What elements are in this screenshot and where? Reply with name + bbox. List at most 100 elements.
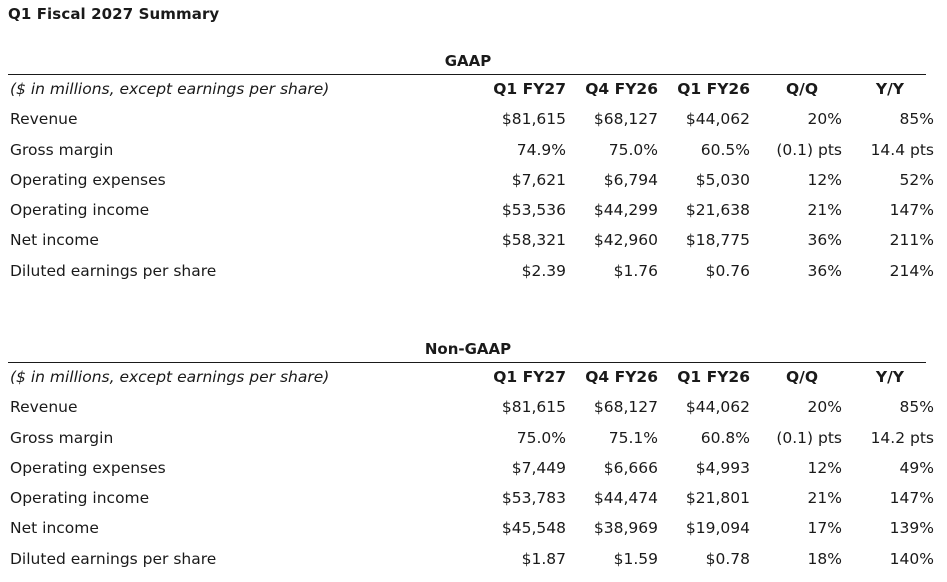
column-header-y-y: Y/Y [875,368,904,386]
units-note: ($ in millions, except earnings per shar… [10,80,330,98]
table-cell: $81,615 [501,398,566,417]
table-row-revenue: Revenue $81,615 $68,127 $44,062 20% 85% [8,393,934,423]
row-label: Diluted earnings per share [10,549,217,568]
row-label: Net income [10,231,99,250]
table-cell: $38,969 [593,519,658,538]
row-label: Net income [10,519,99,538]
table-cell: $68,127 [593,398,658,417]
table-cell: $53,783 [501,489,566,508]
table-cell: $0.76 [705,261,750,280]
table-cell: 75.0% [516,428,566,447]
table-cell: $2.39 [521,261,566,280]
row-label: Revenue [10,398,78,417]
table-row-gross-margin: Gross margin 74.9% 75.0% 60.5% (0.1) pts 14.4… [8,136,934,166]
non-gaap-section: Non-GAAP ($ in millions, except earnings … [8,340,934,575]
table-row-operating-income: Operating income $53,783 $44,474 $21,801 21%… [8,484,934,514]
table-cell: 60.8% [700,428,750,447]
column-header-q1-fy27: Q1 FY27 [493,80,566,98]
table-cell: (0.1) pts [776,428,842,447]
row-label: Gross margin [10,428,114,447]
table-cell: 52% [899,170,934,189]
table-row-operating-expenses: Operating expenses $7,449 $6,666 $4,993 12% 4… [8,454,934,484]
column-header-q4-fy26: Q4 FY26 [585,80,658,98]
table-cell: $7,449 [511,458,566,477]
table-cell: 147% [889,489,934,508]
row-label: Operating expenses [10,170,166,189]
row-label: Gross margin [10,140,114,159]
table-cell: $19,094 [685,519,750,538]
table-cell: $44,299 [593,201,658,220]
table-cell: 36% [807,261,842,280]
table-cell: 140% [889,549,934,568]
table-cell: 20% [807,398,842,417]
table-cell: 21% [807,201,842,220]
table-cell: 21% [807,489,842,508]
table-cell: 18% [807,549,842,568]
table-cell: $44,062 [685,110,750,129]
table-header-row: ($ in millions, except earnings per shar… [8,75,926,105]
table-cell: 17% [807,519,842,538]
table-cell: 85% [899,398,934,417]
table-cell: $18,775 [685,231,750,250]
table-cell: 139% [889,519,934,538]
table-row-gross-margin: Gross margin 75.0% 75.1% 60.8% (0.1) pts 14.2… [8,424,934,454]
row-label: Operating expenses [10,458,166,477]
table-cell: $68,127 [593,110,658,129]
table-cell: 36% [807,231,842,250]
table-header-row: ($ in millions, except earnings per shar… [8,363,926,393]
column-header-q1-fy26: Q1 FY26 [677,368,750,386]
row-label: Operating income [10,201,150,220]
table-row-diluted-earnings-per-share: Diluted earnings per share $1.87 $1.59 $0.7… [8,545,934,575]
column-header-q-q: Q/Q [785,368,818,386]
section-heading: Non-GAAP [8,340,926,363]
table-cell: 14.4 pts [870,140,934,159]
section-title: GAAP [444,52,492,70]
table-cell: 75.0% [608,140,658,159]
row-label: Operating income [10,489,150,508]
table-cell: $45,548 [501,519,566,538]
table-cell: $44,474 [593,489,658,508]
table-cell: $53,536 [501,201,566,220]
table-row-operating-income: Operating income $53,536 $44,299 $21,638 21%… [8,196,934,226]
section-title: Non-GAAP [424,340,512,358]
column-header-q-q: Q/Q [785,80,818,98]
table-cell: $58,321 [501,231,566,250]
gaap-section: GAAP ($ in millions, except earnings per … [8,52,934,287]
table-cell: $6,666 [603,458,658,477]
table-cell: $44,062 [685,398,750,417]
row-label: Revenue [10,110,78,129]
table-cell: 147% [889,201,934,220]
table-row-net-income: Net income $58,321 $42,960 $18,775 36% 211% [8,226,934,256]
page-title: Q1 Fiscal 2027 Summary [8,5,220,23]
table-cell: 14.2 pts [870,428,934,447]
table-cell: 211% [889,231,934,250]
table-cell: 75.1% [608,428,658,447]
table-cell: $21,638 [685,201,750,220]
table-cell: 85% [899,110,934,129]
table-cell: $42,960 [593,231,658,250]
table-cell: $4,993 [695,458,750,477]
row-label: Diluted earnings per share [10,261,217,280]
table-cell: 12% [807,458,842,477]
column-header-q1-fy27: Q1 FY27 [493,368,566,386]
table-cell: 74.9% [516,140,566,159]
table-row-net-income: Net income $45,548 $38,969 $19,094 17% 139% [8,514,934,544]
table-cell: $21,801 [685,489,750,508]
table-cell: $1.59 [613,549,658,568]
table-row-operating-expenses: Operating expenses $7,621 $6,794 $5,030 12% 5… [8,166,934,196]
section-heading: GAAP [8,52,926,75]
table-cell: 20% [807,110,842,129]
table-cell: $5,030 [695,170,750,189]
table-row-diluted-earnings-per-share: Diluted earnings per share $2.39 $1.76 $0.7… [8,257,934,287]
table-cell: $6,794 [603,170,658,189]
units-note: ($ in millions, except earnings per shar… [10,368,330,386]
table-cell: 60.5% [700,140,750,159]
table-cell: $1.87 [521,549,566,568]
table-cell: 214% [889,261,934,280]
table-cell: $7,621 [511,170,566,189]
table-row-revenue: Revenue $81,615 $68,127 $44,062 20% 85% [8,105,934,135]
table-cell: 49% [899,458,934,477]
table-cell: (0.1) pts [776,140,842,159]
table-cell: $1.76 [613,261,658,280]
table-cell: 12% [807,170,842,189]
